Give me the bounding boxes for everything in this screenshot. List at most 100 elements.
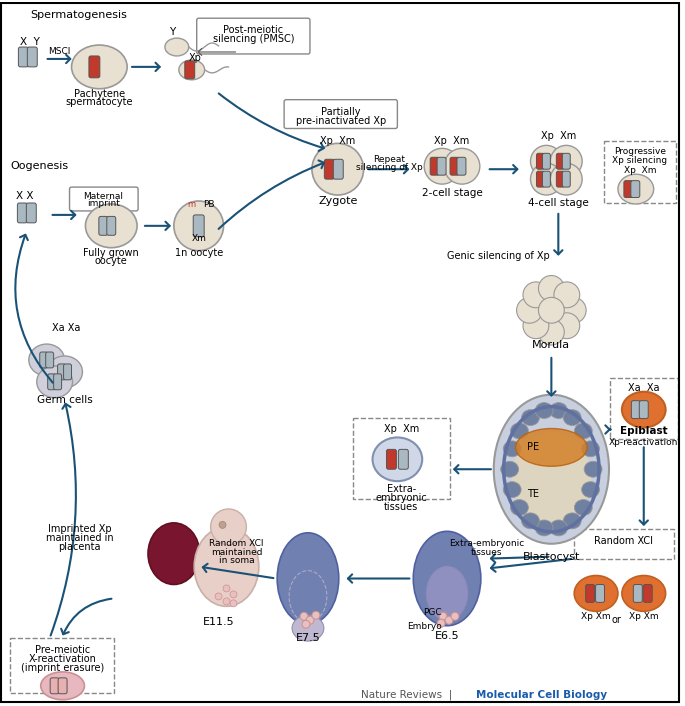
Ellipse shape (560, 297, 586, 323)
Ellipse shape (503, 441, 521, 457)
Circle shape (215, 593, 222, 600)
FancyBboxPatch shape (536, 171, 545, 187)
FancyBboxPatch shape (40, 352, 48, 368)
Ellipse shape (618, 174, 653, 204)
FancyBboxPatch shape (556, 171, 564, 187)
FancyBboxPatch shape (430, 157, 439, 175)
Text: Xp silencing: Xp silencing (612, 156, 667, 164)
Circle shape (223, 585, 230, 592)
Text: silencing (PMSC): silencing (PMSC) (212, 34, 294, 44)
FancyBboxPatch shape (17, 203, 27, 223)
FancyBboxPatch shape (386, 449, 397, 469)
Text: embryonic: embryonic (375, 493, 427, 503)
Text: Xa Xa: Xa Xa (52, 323, 81, 333)
Text: Xp  Xm: Xp Xm (434, 136, 470, 146)
Text: Embryo: Embryo (408, 622, 442, 630)
FancyBboxPatch shape (26, 203, 36, 223)
FancyBboxPatch shape (624, 181, 633, 198)
Text: oocyte: oocyte (95, 256, 127, 265)
Text: PB: PB (203, 201, 214, 210)
Circle shape (210, 509, 247, 545)
Circle shape (223, 598, 230, 605)
Text: 2-cell stage: 2-cell stage (422, 188, 482, 198)
Text: (imprint erasure): (imprint erasure) (21, 663, 104, 673)
Text: Morula: Morula (532, 340, 571, 350)
FancyBboxPatch shape (437, 157, 446, 175)
Circle shape (306, 616, 314, 624)
Text: Xa  Xa: Xa Xa (628, 383, 660, 393)
Text: Oogenesis: Oogenesis (10, 161, 68, 172)
Text: Xp-reactivation: Xp-reactivation (609, 438, 678, 447)
Ellipse shape (582, 441, 599, 457)
Ellipse shape (195, 527, 259, 606)
FancyBboxPatch shape (543, 153, 550, 169)
Text: Pre-meiotic: Pre-meiotic (35, 645, 90, 655)
FancyBboxPatch shape (89, 56, 100, 78)
FancyBboxPatch shape (334, 160, 343, 179)
Text: imprint: imprint (87, 200, 120, 208)
Circle shape (302, 621, 310, 628)
Text: E7.5: E7.5 (296, 633, 321, 643)
Ellipse shape (413, 532, 481, 626)
Ellipse shape (575, 500, 593, 515)
Ellipse shape (426, 566, 468, 621)
FancyBboxPatch shape (562, 153, 570, 169)
Bar (574, 529, 673, 558)
Ellipse shape (444, 148, 479, 184)
FancyBboxPatch shape (18, 47, 28, 67)
Text: Xm: Xm (191, 234, 206, 244)
Text: silencing of Xp: silencing of Xp (356, 162, 423, 172)
Ellipse shape (538, 297, 564, 323)
Text: Xp Xm: Xp Xm (629, 612, 658, 621)
Ellipse shape (373, 438, 422, 481)
Text: Extra-: Extra- (387, 484, 416, 494)
FancyBboxPatch shape (64, 364, 71, 380)
Ellipse shape (563, 409, 581, 426)
Text: Random XCI: Random XCI (209, 539, 264, 549)
Text: Xp: Xp (188, 53, 201, 63)
Text: Zygote: Zygote (318, 196, 358, 206)
Text: Nature Reviews  |: Nature Reviews | (360, 690, 455, 700)
Ellipse shape (582, 481, 599, 498)
Ellipse shape (523, 313, 549, 339)
Circle shape (230, 591, 237, 598)
Text: PE: PE (527, 443, 540, 453)
Text: Placenta: Placenta (153, 585, 195, 595)
FancyBboxPatch shape (325, 160, 334, 179)
Ellipse shape (516, 297, 543, 323)
Text: m: m (188, 201, 196, 210)
Ellipse shape (501, 461, 519, 477)
Circle shape (312, 611, 320, 619)
Ellipse shape (538, 275, 564, 301)
Ellipse shape (40, 672, 84, 700)
FancyBboxPatch shape (543, 171, 550, 187)
Ellipse shape (549, 402, 568, 419)
Circle shape (439, 612, 447, 621)
Ellipse shape (584, 461, 602, 477)
Text: Xp  Xm: Xp Xm (384, 424, 419, 434)
Text: tissues: tissues (471, 548, 503, 557)
Ellipse shape (148, 523, 200, 585)
Text: Repeat: Repeat (373, 155, 406, 164)
Text: maintained in: maintained in (46, 533, 113, 543)
Text: Germ cells: Germ cells (37, 395, 92, 405)
Ellipse shape (512, 433, 591, 522)
FancyBboxPatch shape (639, 401, 648, 419)
Ellipse shape (174, 201, 223, 251)
FancyBboxPatch shape (586, 585, 595, 602)
FancyBboxPatch shape (556, 153, 564, 169)
Text: 4-cell stage: 4-cell stage (528, 198, 588, 208)
FancyBboxPatch shape (643, 585, 652, 602)
FancyBboxPatch shape (536, 153, 545, 169)
FancyBboxPatch shape (58, 678, 67, 694)
Circle shape (230, 600, 237, 607)
Ellipse shape (550, 163, 582, 195)
Ellipse shape (550, 145, 582, 177)
Text: 1n oocyte: 1n oocyte (175, 248, 223, 258)
Ellipse shape (277, 533, 339, 624)
Bar (610, 378, 677, 439)
Text: PGC: PGC (423, 608, 442, 617)
FancyBboxPatch shape (634, 585, 643, 602)
Text: E6.5: E6.5 (435, 631, 460, 641)
FancyBboxPatch shape (99, 217, 108, 235)
